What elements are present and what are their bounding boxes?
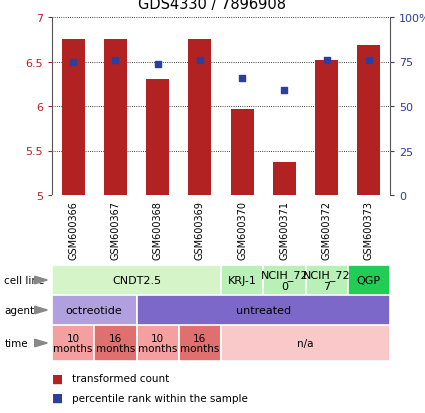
Point	[70, 59, 76, 66]
Bar	[146, 80, 169, 195]
Bar	[52, 325, 94, 361]
Bar	[348, 266, 390, 295]
Polygon shape	[35, 277, 47, 284]
Point	[239, 75, 246, 82]
Text: time: time	[4, 338, 28, 348]
Text: GSM600370: GSM600370	[237, 200, 247, 259]
Text: NCIH_72
0: NCIH_72 0	[261, 270, 308, 291]
Bar	[179, 325, 221, 361]
Bar	[136, 325, 179, 361]
Text: cell line: cell line	[4, 275, 45, 285]
Text: CNDT2.5: CNDT2.5	[112, 275, 161, 285]
Bar	[315, 61, 338, 195]
Point	[323, 57, 330, 64]
Bar	[230, 109, 254, 195]
Bar	[94, 325, 136, 361]
Point	[112, 57, 119, 64]
Text: GSM600369: GSM600369	[195, 200, 205, 259]
Bar	[273, 163, 296, 195]
Text: ■: ■	[52, 372, 63, 385]
Text: NCIH_72
7: NCIH_72 7	[303, 270, 351, 291]
Polygon shape	[35, 306, 47, 314]
Text: n/a: n/a	[297, 338, 314, 348]
Bar	[52, 266, 221, 295]
Text: percentile rank within the sample: percentile rank within the sample	[72, 393, 248, 403]
Text: 10
months: 10 months	[138, 333, 177, 354]
Bar	[188, 40, 212, 195]
Text: GSM600368: GSM600368	[153, 200, 163, 259]
Text: agent: agent	[4, 305, 34, 315]
Text: octreotide: octreotide	[66, 305, 123, 315]
Text: GDS4330 / 7896908: GDS4330 / 7896908	[139, 0, 286, 12]
Text: GSM600371: GSM600371	[279, 200, 289, 259]
Bar	[62, 40, 85, 195]
Text: GSM600372: GSM600372	[322, 200, 332, 259]
Bar	[263, 266, 306, 295]
Bar	[104, 40, 127, 195]
Text: ■: ■	[52, 391, 63, 404]
Text: transformed count: transformed count	[72, 373, 169, 383]
Text: GSM600373: GSM600373	[364, 200, 374, 259]
Text: GSM600367: GSM600367	[110, 200, 120, 259]
Text: 16
months: 16 months	[180, 333, 220, 354]
Bar	[52, 295, 136, 325]
Bar	[136, 295, 390, 325]
Point	[366, 57, 372, 64]
Bar	[357, 46, 380, 195]
Point	[281, 88, 288, 94]
Bar	[221, 325, 390, 361]
Point	[154, 62, 161, 68]
Text: GSM600366: GSM600366	[68, 200, 78, 259]
Text: untreated: untreated	[236, 305, 291, 315]
Bar	[221, 266, 263, 295]
Text: 16
months: 16 months	[96, 333, 135, 354]
Polygon shape	[35, 339, 47, 347]
Text: KRJ-1: KRJ-1	[228, 275, 257, 285]
Text: QGP: QGP	[357, 275, 381, 285]
Point	[196, 57, 203, 64]
Bar	[306, 266, 348, 295]
Text: 10
months: 10 months	[54, 333, 93, 354]
